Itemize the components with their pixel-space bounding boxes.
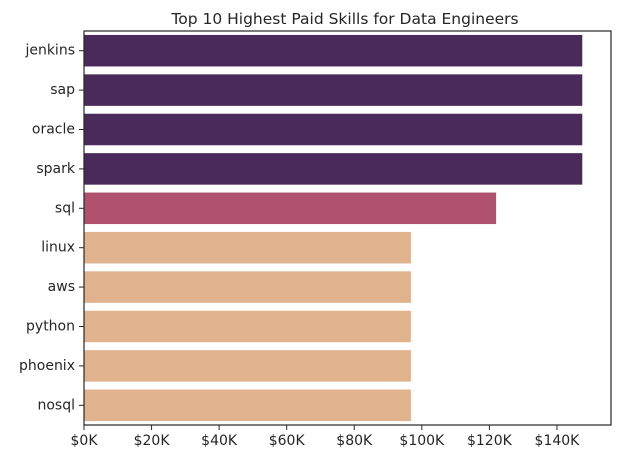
x-tick-label: $80K	[336, 433, 373, 449]
y-tick-label-phoenix: phoenix	[19, 358, 75, 374]
bar-jenkins	[84, 34, 583, 67]
bar-spark	[84, 153, 583, 185]
x-tick-label: $120K	[467, 433, 513, 449]
chart-title: Top 10 Highest Paid Skills for Data Engi…	[170, 10, 518, 28]
bar-nosql	[84, 389, 411, 422]
y-tick-label-aws: aws	[48, 279, 75, 295]
x-tick-label: $140K	[535, 433, 581, 449]
bar-linux	[84, 231, 411, 264]
x-tick-label: $40K	[201, 433, 238, 449]
bars-group	[84, 34, 583, 422]
x-axis: $0K $20K $40K $60K $80K $100K $120K $140K	[71, 425, 581, 449]
x-tick-label: $0K	[71, 433, 99, 449]
x-tick-label: $20K	[134, 433, 171, 449]
x-tick-label: $100K	[399, 433, 445, 449]
bar-python	[84, 310, 411, 343]
plot-frame	[83, 30, 612, 426]
y-tick-label-sap: sap	[50, 82, 75, 98]
x-tick-label: $60K	[269, 433, 306, 449]
y-tick-label-linux: linux	[41, 240, 75, 256]
y-tick-label-nosql: nosql	[37, 397, 75, 413]
bar-sql	[84, 192, 497, 225]
y-tick-label-sql: sql	[55, 200, 75, 216]
y-axis: jenkins sap oracle spark sql linux aws python ph…	[19, 43, 84, 413]
bar-oracle	[84, 113, 583, 146]
y-tick-label-oracle: oracle	[32, 122, 75, 138]
y-tick-label-python: python	[26, 319, 75, 335]
bar-sap	[84, 74, 583, 106]
bar-aws	[84, 271, 411, 303]
y-tick-label-jenkins: jenkins	[24, 43, 75, 59]
bar-phoenix	[84, 350, 411, 382]
y-tick-label-spark: spark	[36, 161, 76, 177]
